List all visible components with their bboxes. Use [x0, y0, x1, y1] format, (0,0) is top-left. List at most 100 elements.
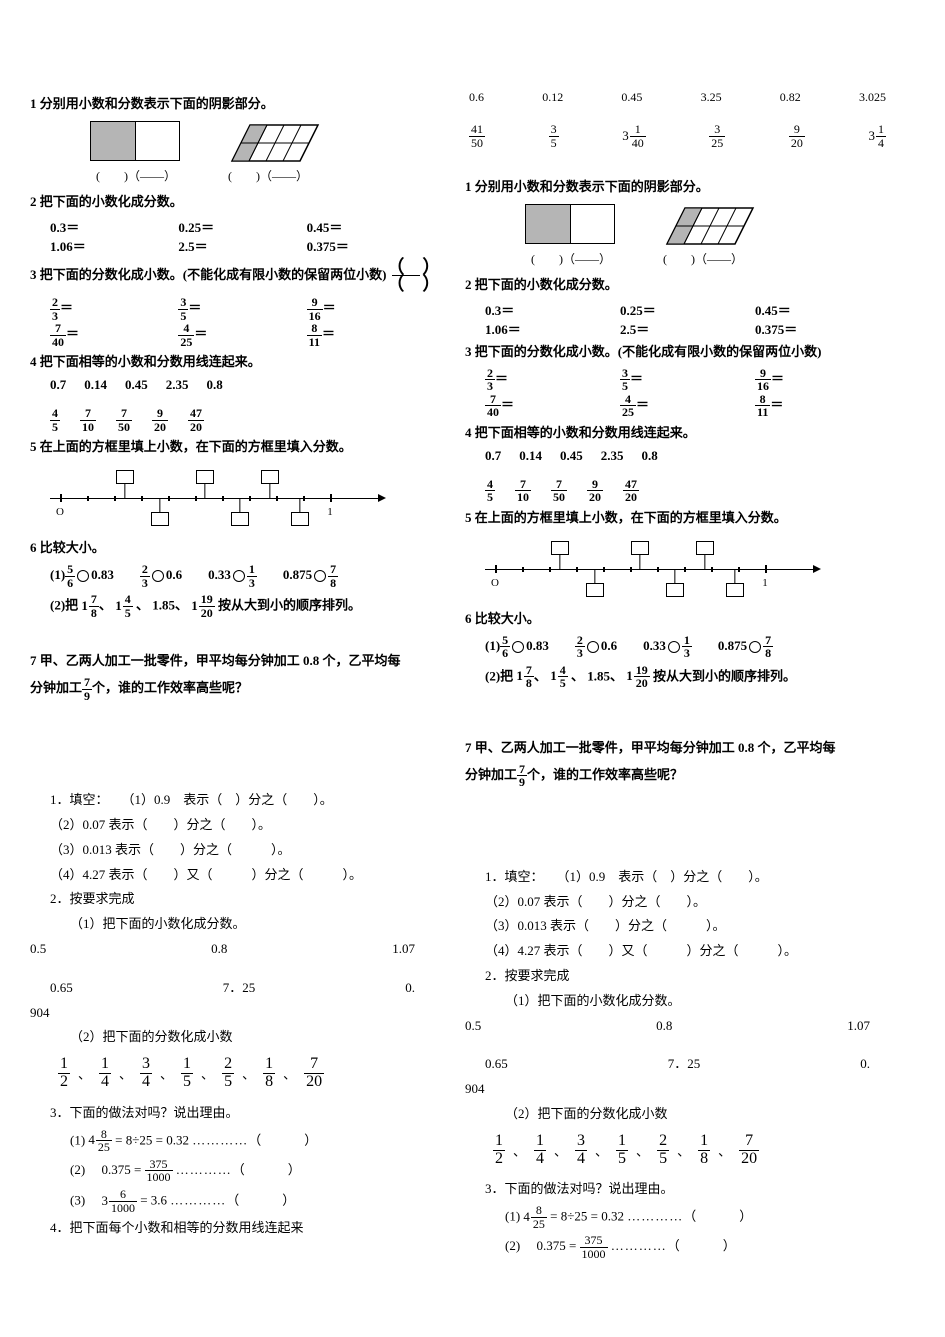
q2-r2-1: 2.5＝ [178, 236, 306, 255]
q2-row1: 0.3＝ 0.25＝ 0.45＝ [30, 217, 435, 236]
r-sec2-overflow: 904 [465, 1079, 890, 1100]
rect-half-shaded-icon [90, 121, 180, 161]
q4-f4: 4720 [188, 407, 204, 433]
q4-f0: 45 [50, 407, 60, 433]
q3-r1-2: 916＝ [307, 296, 435, 322]
q3-r1-0: 23＝ [50, 296, 178, 322]
sec3-i1: (1) 4825 = 8÷25 = 0.32 …………（ ） [30, 1128, 435, 1154]
q4-d4: 0.8 [207, 377, 223, 393]
q4-fracs: 45 710 750 920 4720 [30, 407, 435, 433]
q6-c4: 0.87578 [283, 563, 338, 589]
r-q3-row2: 740＝ 425＝ 811＝ [465, 393, 890, 419]
q2-r2-0: 1.06＝ [50, 236, 178, 255]
q2-r1-1: 0.25＝ [178, 217, 306, 236]
q3-r2-0: 740＝ [50, 322, 178, 348]
r-number-line-icon: O 1 [465, 539, 815, 599]
r-q2-row2: 1.06＝ 2.5＝ 0.375＝ [465, 319, 890, 338]
r-q6-l2: (2)把 178、 145 、 1.85、 11920 按从大到小的顺序排列。 [465, 664, 890, 690]
q3-title-row: 3 把下面的分数化成小数。(不能化成有限小数的保留两位小数) （ ）（ ） [30, 259, 435, 292]
sec3-title: 3．下面的做法对吗？说出理由。 [30, 1103, 435, 1124]
bf4: 25 [222, 1056, 234, 1091]
q4-f1: 710 [80, 407, 96, 433]
r-q1-labels: ( )（——） ( )（——） [465, 250, 890, 267]
q2-r1-2: 0.45＝ [307, 217, 435, 236]
q1-title: 1 分别用小数和分数表示下面的阴影部分。 [30, 94, 435, 115]
sec2-d1-0: 0.5 [30, 939, 46, 960]
tf2: 3140 [622, 123, 646, 149]
q6-title: 6 比较大小。 [30, 538, 435, 559]
sec2-s1: （1）把下面的小数化成分数。 [30, 914, 435, 935]
q4-d3: 2.35 [166, 377, 189, 393]
r-rect-half-shaded-icon [525, 204, 615, 244]
q7-l1: 7 甲、乙两人加工一批零件，甲平均每分钟加工 0.8 个，乙平均每 [30, 651, 435, 672]
q6-l2: (2)把 178、 145 、 1.85、 11920 按从大到小的顺序排列。 [30, 593, 435, 619]
q2-r2-2: 0.375＝ [307, 236, 435, 255]
r-sec2-s2: （2）把下面的分数化成小数 [465, 1104, 890, 1125]
r-q6-title: 6 比较大小。 [465, 609, 890, 630]
sec2-d2-2: 0. [405, 978, 415, 999]
q3-r1-1: 35＝ [178, 296, 306, 322]
q6-c2: 230.6 [140, 563, 182, 589]
r-q1-label-1: ( )（——） [525, 250, 617, 267]
q2-r1-0: 0.3＝ [50, 217, 178, 236]
q3-row1: 23＝ 35＝ 916＝ [30, 296, 435, 322]
r-sec3-i2: (2) 0.375 = 3751000 …………（ ） [465, 1234, 890, 1260]
sec2-d2-1: 7．25 [223, 978, 256, 999]
td4: 0.82 [780, 90, 801, 105]
empty-fraction-icon: （ ）（ ） [386, 259, 426, 292]
bf6: 720 [304, 1056, 324, 1091]
sec2-title: 2．按要求完成 [30, 889, 435, 910]
sec2-d1: 0.5 0.8 1.07 [30, 939, 435, 960]
right-column: 0.6 0.12 0.45 3.25 0.82 3.025 4150 35 31… [455, 0, 910, 1285]
r-q3-title: 3 把下面的分数化成小数。(不能化成有限小数的保留两位小数) [465, 342, 890, 363]
td3: 3.25 [701, 90, 722, 105]
td5: 3.025 [859, 90, 886, 105]
td0: 0.6 [469, 90, 484, 105]
sec2-d2-0: 0.65 [50, 978, 73, 999]
q5-title: 5 在上面的方框里填上小数，在下面的方框里填入分数。 [30, 437, 435, 458]
r-q2-title: 2 把下面的小数化成分数。 [465, 275, 890, 296]
r-sec3-i1: (1) 4825 = 8÷25 = 0.32 …………（ ） [465, 1204, 890, 1230]
r-sec3-title: 3．下面的做法对吗？说出理由。 [465, 1179, 890, 1200]
number-line-icon: O 1 [30, 468, 380, 528]
q6-c3: 0.3313 [208, 563, 257, 589]
r-q6-l1: (1)560.83 230.6 0.3313 0.87578 [465, 634, 890, 660]
q3-row2: 740＝ 425＝ 811＝ [30, 322, 435, 348]
sec2-s2: （2）把下面的分数化成小数 [30, 1027, 435, 1048]
bf0: 12 [58, 1056, 70, 1091]
sec4: 4．把下面每个小数和相等的分数用线连起来 [30, 1218, 435, 1239]
r-sec2-title: 2．按要求完成 [465, 966, 890, 987]
q3-r2-2: 811＝ [307, 322, 435, 348]
r-q2-row1: 0.3＝ 0.25＝ 0.45＝ [465, 300, 890, 319]
r-q1-shapes [465, 204, 890, 248]
left-column: 1 分别用小数和分数表示下面的阴影部分。 ( )（——） ( )（——） 2 把… [0, 0, 455, 1285]
tf3: 325 [709, 123, 725, 149]
q3-r2-1: 425＝ [178, 322, 306, 348]
r-fill-2: （2）0.07 表示（ ）分之（ ）。 [465, 892, 890, 913]
r-parallelogram-icon [655, 204, 755, 248]
nl-label-o: O [56, 506, 64, 518]
q4-d0: 0.7 [50, 377, 66, 393]
q4-d1: 0.14 [84, 377, 107, 393]
fill-4: （4）4.27 表示（ ）又（ ）分之（ ）。 [30, 865, 435, 886]
r-q7-l1: 7 甲、乙两人加工一批零件，甲平均每分钟加工 0.8 个，乙平均每 [465, 738, 890, 759]
bf5: 18 [263, 1056, 275, 1091]
tf0: 4150 [469, 123, 485, 149]
fill-3: （3）0.013 表示（ ）分之（ ）。 [30, 840, 435, 861]
sec2-d1-1: 0.8 [211, 939, 227, 960]
bf1: 14 [99, 1056, 111, 1091]
bf3: 15 [181, 1056, 193, 1091]
r-sec2-s1: （1）把下面的小数化成分数。 [465, 991, 890, 1012]
q2-row2: 1.06＝ 2.5＝ 0.375＝ [30, 236, 435, 255]
q6-c1: (1)560.83 [50, 563, 114, 589]
td2: 0.45 [621, 90, 642, 105]
r-sec2-fracs: 12、 14、 34、 15、 25、 18、 720 [493, 1133, 890, 1168]
q2-title: 2 把下面的小数化成分数。 [30, 192, 435, 213]
tf5: 314 [868, 123, 886, 149]
q4-f3: 920 [152, 407, 168, 433]
q4-d2: 0.45 [125, 377, 148, 393]
r-q4-decs: 0.7 0.14 0.45 2.35 0.8 [465, 448, 890, 464]
tf1: 35 [549, 123, 559, 149]
page: 1 分别用小数和分数表示下面的阴影部分。 ( )（——） ( )（——） 2 把… [0, 0, 945, 1285]
r-sec2-d1: 0.5 0.8 1.07 [465, 1016, 890, 1037]
